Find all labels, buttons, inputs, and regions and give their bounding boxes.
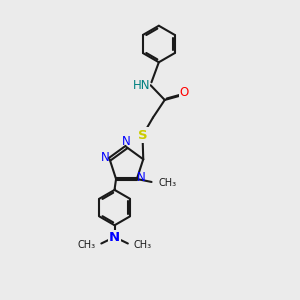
Text: CH₃: CH₃	[133, 240, 151, 250]
Text: HN: HN	[132, 79, 150, 92]
Text: O: O	[179, 86, 188, 99]
Text: N: N	[109, 230, 120, 244]
Text: CH₃: CH₃	[158, 178, 176, 188]
Text: S: S	[138, 129, 148, 142]
Text: N: N	[137, 171, 146, 184]
Text: N: N	[122, 135, 130, 148]
Text: N: N	[101, 151, 110, 164]
Text: CH₃: CH₃	[78, 240, 96, 250]
